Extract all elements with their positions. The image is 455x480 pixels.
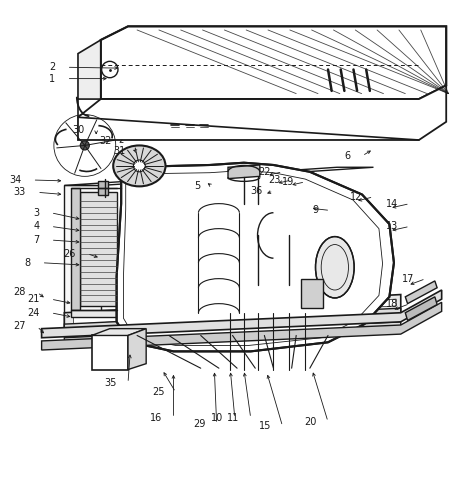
- Polygon shape: [98, 181, 107, 194]
- Polygon shape: [64, 185, 101, 331]
- Text: 33: 33: [13, 187, 25, 197]
- Polygon shape: [64, 322, 400, 347]
- Text: 21: 21: [27, 294, 39, 304]
- Text: 4: 4: [33, 221, 39, 231]
- Ellipse shape: [113, 145, 165, 186]
- Text: 24: 24: [27, 308, 39, 318]
- Polygon shape: [228, 165, 259, 179]
- Polygon shape: [78, 40, 101, 99]
- Text: 13: 13: [385, 221, 398, 231]
- Polygon shape: [41, 302, 441, 350]
- Text: 23: 23: [268, 175, 280, 185]
- Text: 20: 20: [303, 417, 316, 427]
- Text: 30: 30: [72, 125, 85, 135]
- Polygon shape: [300, 279, 323, 308]
- Polygon shape: [73, 299, 395, 324]
- Text: 26: 26: [63, 249, 76, 259]
- Polygon shape: [64, 167, 373, 185]
- Polygon shape: [78, 85, 445, 140]
- Polygon shape: [116, 163, 393, 351]
- Text: 14: 14: [385, 199, 398, 209]
- Text: 32: 32: [100, 136, 112, 146]
- Text: 8: 8: [24, 258, 30, 268]
- Polygon shape: [64, 308, 400, 333]
- Polygon shape: [101, 26, 445, 99]
- Text: 3: 3: [33, 208, 39, 218]
- Text: 11: 11: [227, 413, 239, 423]
- Text: 31: 31: [113, 146, 126, 156]
- Polygon shape: [64, 295, 400, 331]
- Polygon shape: [80, 192, 116, 306]
- Ellipse shape: [315, 237, 354, 298]
- Text: 2: 2: [49, 62, 55, 72]
- Text: 5: 5: [194, 181, 200, 192]
- Text: 35: 35: [104, 378, 116, 388]
- Polygon shape: [41, 290, 441, 338]
- Text: 16: 16: [150, 413, 162, 423]
- Polygon shape: [404, 281, 436, 304]
- Text: 25: 25: [152, 387, 164, 397]
- Text: 7: 7: [33, 235, 39, 245]
- Polygon shape: [71, 188, 80, 311]
- Text: 6: 6: [344, 151, 350, 161]
- Polygon shape: [91, 329, 146, 336]
- Polygon shape: [404, 297, 436, 321]
- Text: 29: 29: [192, 419, 205, 429]
- Polygon shape: [71, 311, 121, 317]
- Polygon shape: [91, 336, 128, 370]
- Text: 27: 27: [13, 322, 25, 331]
- Text: 1: 1: [49, 73, 55, 84]
- Text: 28: 28: [13, 288, 25, 297]
- Text: 36: 36: [249, 186, 262, 196]
- Text: 12: 12: [349, 192, 361, 202]
- Text: 19: 19: [281, 177, 293, 187]
- Text: 22: 22: [258, 167, 271, 177]
- Text: 34: 34: [9, 175, 21, 185]
- Circle shape: [80, 141, 89, 150]
- Text: 17: 17: [401, 274, 414, 284]
- Circle shape: [133, 160, 145, 172]
- Text: 18: 18: [385, 299, 398, 309]
- Polygon shape: [128, 329, 146, 370]
- Text: 15: 15: [258, 421, 271, 432]
- Text: 9: 9: [312, 205, 318, 216]
- Text: 10: 10: [211, 413, 223, 423]
